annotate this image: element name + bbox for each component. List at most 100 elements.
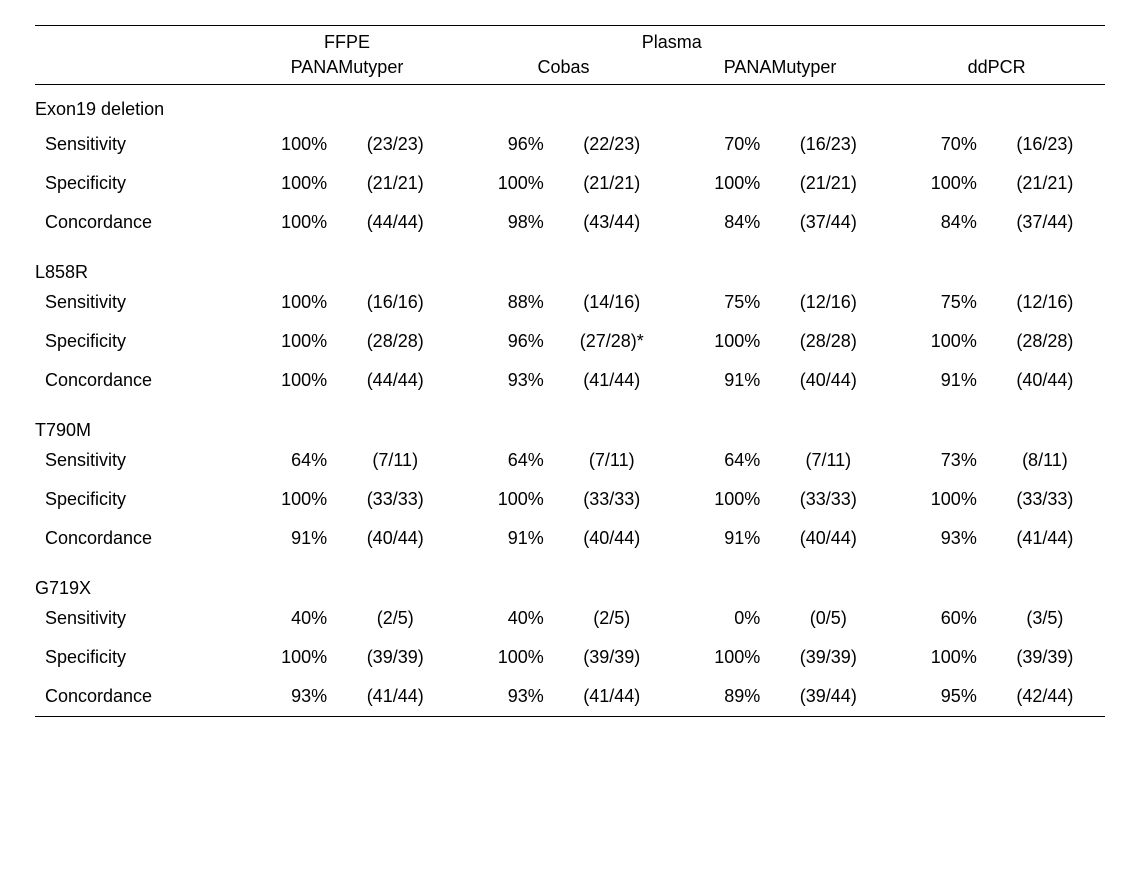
cell-value: 96% — [455, 322, 551, 361]
cell-fraction: (41/44) — [552, 361, 672, 400]
cell-value: 100% — [888, 480, 984, 519]
cell-value: 91% — [672, 361, 768, 400]
cell-fraction: (40/44) — [768, 519, 888, 558]
data-row: Concordance 100%(44/44) 93%(41/44) 91%(4… — [35, 361, 1105, 400]
cell-fraction: (33/33) — [985, 480, 1105, 519]
cell-value: 73% — [888, 441, 984, 480]
col-ffpe: FFPE — [239, 26, 456, 56]
cell-fraction: (39/39) — [985, 638, 1105, 677]
data-row: Concordance 100%(44/44) 98%(43/44) 84%(3… — [35, 203, 1105, 242]
cell-fraction: (37/44) — [768, 203, 888, 242]
cell-value: 100% — [888, 164, 984, 203]
cell-fraction: (41/44) — [335, 677, 455, 717]
data-row: Specificity 100%(39/39) 100%(39/39) 100%… — [35, 638, 1105, 677]
section-g719x: G719X — [35, 558, 1105, 599]
metric-label: Specificity — [35, 638, 239, 677]
cell-value: 100% — [672, 480, 768, 519]
cell-fraction: (21/21) — [335, 164, 455, 203]
cell-fraction: (33/33) — [335, 480, 455, 519]
cell-value: 93% — [455, 677, 551, 717]
cell-fraction: (16/16) — [335, 283, 455, 322]
section-row: G719X — [35, 558, 1105, 599]
cell-value: 40% — [239, 599, 335, 638]
cell-value: 84% — [888, 203, 984, 242]
cell-fraction: (27/28)* — [552, 322, 672, 361]
cell-value: 100% — [239, 203, 335, 242]
cell-value: 98% — [455, 203, 551, 242]
cell-value: 93% — [239, 677, 335, 717]
cell-fraction: (39/39) — [335, 638, 455, 677]
cell-fraction: (39/39) — [552, 638, 672, 677]
cell-value: 84% — [672, 203, 768, 242]
cell-value: 60% — [888, 599, 984, 638]
metric-label: Sensitivity — [35, 599, 239, 638]
cell-fraction: (39/44) — [768, 677, 888, 717]
cell-value: 75% — [888, 283, 984, 322]
cell-value: 100% — [672, 164, 768, 203]
metric-label: Specificity — [35, 480, 239, 519]
cell-fraction: (40/44) — [768, 361, 888, 400]
header-row-2: PANAMutyper Cobas PANAMutyper ddPCR — [35, 55, 1105, 85]
cell-fraction: (14/16) — [552, 283, 672, 322]
cell-fraction: (33/33) — [552, 480, 672, 519]
cell-fraction: (28/28) — [768, 322, 888, 361]
cell-value: 64% — [455, 441, 551, 480]
col-plasma: Plasma — [455, 26, 888, 56]
cell-fraction: (44/44) — [335, 203, 455, 242]
cell-value: 100% — [239, 322, 335, 361]
cell-fraction: (41/44) — [552, 677, 672, 717]
cell-fraction: (0/5) — [768, 599, 888, 638]
cell-fraction: (8/11) — [985, 441, 1105, 480]
cell-value: 95% — [888, 677, 984, 717]
cell-fraction: (2/5) — [552, 599, 672, 638]
cell-value: 100% — [888, 322, 984, 361]
col-cobas: Cobas — [455, 55, 672, 85]
cell-fraction: (28/28) — [335, 322, 455, 361]
cell-value: 93% — [888, 519, 984, 558]
cell-value: 100% — [239, 283, 335, 322]
cell-value: 100% — [672, 322, 768, 361]
cell-value: 64% — [239, 441, 335, 480]
metric-label: Sensitivity — [35, 283, 239, 322]
cell-value: 100% — [455, 480, 551, 519]
data-row: Sensitivity 40%(2/5) 40%(2/5) 0%(0/5) 60… — [35, 599, 1105, 638]
data-row: Concordance 93%(41/44) 93%(41/44) 89%(39… — [35, 677, 1105, 717]
metric-label: Concordance — [35, 519, 239, 558]
header-row-1: FFPE Plasma — [35, 26, 1105, 56]
cell-fraction: (3/5) — [985, 599, 1105, 638]
cell-fraction: (21/21) — [985, 164, 1105, 203]
metric-label: Specificity — [35, 322, 239, 361]
cell-fraction: (40/44) — [552, 519, 672, 558]
cell-fraction: (28/28) — [985, 322, 1105, 361]
cell-value: 100% — [239, 164, 335, 203]
section-t790m: T790M — [35, 400, 1105, 441]
col-panamutyper-2: PANAMutyper — [672, 55, 889, 85]
col-ddpcr: ddPCR — [888, 55, 1105, 85]
cell-fraction: (44/44) — [335, 361, 455, 400]
cell-fraction: (40/44) — [335, 519, 455, 558]
cell-value: 100% — [239, 480, 335, 519]
cell-value: 96% — [455, 125, 551, 164]
cell-fraction: (7/11) — [552, 441, 672, 480]
cell-value: 89% — [672, 677, 768, 717]
cell-value: 75% — [672, 283, 768, 322]
section-row: Exon19 deletion — [35, 85, 1105, 126]
cell-fraction: (16/23) — [985, 125, 1105, 164]
cell-fraction: (12/16) — [985, 283, 1105, 322]
metric-label: Concordance — [35, 361, 239, 400]
cell-value: 93% — [455, 361, 551, 400]
mutation-table: FFPE Plasma PANAMutyper Cobas PANAMutype… — [35, 25, 1105, 717]
cell-value: 0% — [672, 599, 768, 638]
metric-label: Concordance — [35, 677, 239, 717]
section-l858r: L858R — [35, 242, 1105, 283]
section-row: T790M — [35, 400, 1105, 441]
cell-value: 100% — [672, 638, 768, 677]
cell-fraction: (2/5) — [335, 599, 455, 638]
metric-label: Sensitivity — [35, 125, 239, 164]
cell-fraction: (42/44) — [985, 677, 1105, 717]
cell-value: 100% — [455, 638, 551, 677]
cell-fraction: (12/16) — [768, 283, 888, 322]
cell-value: 91% — [672, 519, 768, 558]
cell-fraction: (40/44) — [985, 361, 1105, 400]
data-row: Specificity 100%(28/28) 96%(27/28)* 100%… — [35, 322, 1105, 361]
